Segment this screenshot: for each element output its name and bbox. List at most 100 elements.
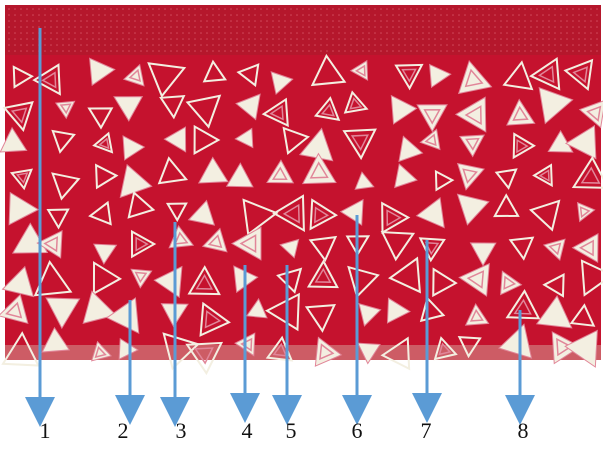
arrow-label-8: 8	[517, 418, 529, 443]
triangle-motif	[512, 132, 536, 160]
triangle-motif-inner	[239, 234, 257, 253]
triangle-motif-inner	[173, 231, 189, 245]
triangle-motif	[147, 62, 187, 98]
triangle-motif	[432, 267, 458, 298]
triangle-motif-inner	[350, 134, 369, 151]
triangle-motif	[456, 193, 490, 226]
triangle-motif	[419, 296, 446, 323]
triangle-motif-inner	[314, 267, 332, 283]
arrow-label-7: 7	[420, 418, 432, 443]
fabric-top-band	[5, 5, 601, 55]
arrow-label-6: 6	[351, 418, 363, 443]
triangle-motif	[51, 129, 76, 154]
triangle-motif	[342, 128, 377, 161]
triangle-motif-inner	[424, 241, 440, 256]
triangle-motif-inner	[548, 242, 562, 256]
triangle-motif-inner	[512, 105, 529, 121]
triangle-motif	[119, 163, 153, 199]
triangle-motif	[88, 200, 112, 226]
triangle-motif	[347, 265, 380, 299]
triangle-motif	[498, 323, 533, 359]
triangle-motif	[122, 135, 146, 161]
triangle-motif-inner	[424, 133, 437, 147]
triangle-motif-inner	[320, 103, 335, 117]
triangle-motif	[242, 198, 279, 237]
triangle-motif	[230, 226, 262, 261]
arrow-label-2: 2	[117, 418, 129, 443]
arrow-label-3: 3	[175, 418, 187, 443]
triangle-motif	[9, 168, 34, 191]
triangle-motif	[381, 201, 411, 235]
triangle-motif	[310, 53, 347, 87]
triangle-motif	[398, 135, 424, 163]
triangle-motif	[388, 256, 421, 294]
triangle-motif	[306, 259, 339, 289]
triangle-motif-inner	[423, 108, 441, 125]
triangle-motif	[357, 342, 381, 365]
triangle-motif-inner	[204, 310, 222, 329]
triangle-motif	[157, 156, 189, 185]
triangle-motif-inner	[98, 137, 110, 150]
triangle-motif-inner	[462, 168, 478, 184]
triangle-motif-inner	[386, 209, 402, 227]
triangle-motif-inner	[438, 342, 452, 356]
triangle-motif	[32, 63, 61, 96]
triangle-motif-inner	[578, 239, 594, 257]
triangle-motif-inner	[94, 346, 107, 359]
triangle-motif	[92, 131, 114, 154]
triangle-motif-inner	[464, 105, 482, 126]
triangle-motif	[162, 332, 201, 371]
triangle-motif	[193, 124, 221, 155]
triangle-motif	[0, 126, 28, 153]
triangle-motif	[380, 336, 411, 371]
triangle-motif-inner	[128, 68, 142, 82]
triangle-motif	[51, 172, 81, 201]
triangle-motif	[386, 297, 411, 324]
triangle-motif	[87, 107, 114, 130]
triangle-motif-inner	[349, 97, 363, 110]
triangle-motif	[1, 331, 40, 367]
triangle-motif	[92, 261, 123, 296]
triangle-motif-inner	[464, 68, 484, 88]
triangle-motif	[89, 57, 116, 87]
triangle-motif-inner	[134, 271, 148, 284]
triangle-motif	[261, 97, 289, 128]
arrow-label-4: 4	[241, 418, 253, 443]
triangle-motif-inner	[465, 137, 480, 151]
triangle-motif	[270, 71, 294, 96]
triangle-motif	[202, 59, 228, 83]
triangle-motif	[272, 194, 305, 233]
triangle-motif-inner	[309, 161, 329, 179]
triangle-motif	[234, 127, 254, 149]
triangle-motif	[163, 126, 187, 153]
triangle-motifs	[0, 53, 603, 376]
triangle-motif	[165, 202, 188, 223]
triangle-motif	[343, 90, 369, 114]
triangle-motif	[187, 265, 221, 296]
triangle-motif	[8, 191, 40, 226]
triangle-motif	[429, 63, 452, 89]
triangle-motif-inner	[135, 236, 149, 252]
triangle-motif	[528, 199, 561, 232]
triangle-motif	[563, 58, 594, 92]
triangle-motif	[45, 297, 81, 330]
triangle-motif-inner	[503, 275, 517, 290]
triangle-motif-inner	[41, 71, 57, 89]
triangle-motif-inner	[43, 236, 59, 253]
triangle-motif-inner	[15, 172, 29, 184]
triangle-motif	[264, 292, 300, 332]
triangle-motif-inner	[513, 298, 532, 315]
triangle-motif	[415, 197, 445, 229]
triangle-motif	[457, 336, 482, 359]
triangle-motif	[469, 242, 497, 267]
triangle-motif-inner	[194, 347, 214, 365]
triangle-motif	[380, 231, 416, 262]
triangle-motif-inner	[282, 203, 300, 224]
triangle-motif	[354, 171, 375, 190]
triangle-motif	[571, 155, 603, 189]
triangle-motif-inner	[586, 105, 602, 122]
triangle-motif-inner	[59, 103, 72, 115]
triangle-motif	[564, 124, 597, 160]
triangle-motif	[493, 193, 520, 218]
triangle-motif-inner	[538, 169, 550, 182]
